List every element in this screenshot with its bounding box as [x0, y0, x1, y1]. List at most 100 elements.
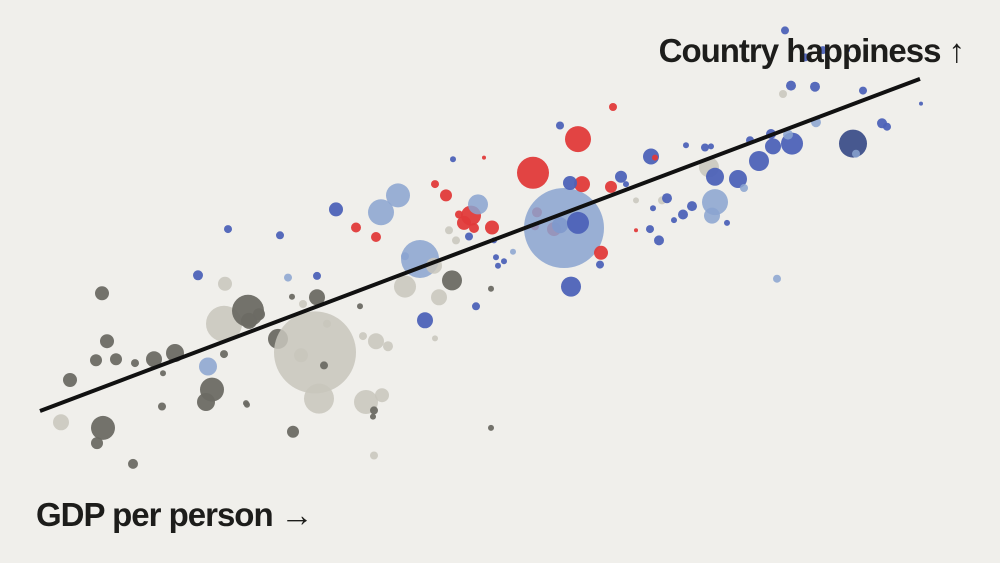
data-point [724, 219, 730, 226]
data-point [783, 129, 793, 140]
data-point [485, 220, 499, 235]
data-point [431, 289, 447, 306]
data-point [517, 156, 549, 189]
data-point [368, 333, 384, 350]
data-point [160, 370, 166, 377]
data-point [919, 101, 923, 106]
data-point [729, 170, 747, 188]
data-point [128, 458, 138, 469]
data-point [284, 273, 292, 282]
data-point [432, 335, 438, 342]
data-point [567, 211, 589, 234]
x-axis-label-text: GDP per person [36, 496, 274, 533]
data-point [623, 181, 629, 188]
points-layer [53, 26, 923, 469]
data-point [687, 201, 697, 212]
data-point [442, 270, 462, 291]
data-point [671, 217, 677, 224]
data-point [53, 414, 69, 431]
data-point [90, 354, 102, 367]
data-point [452, 236, 460, 245]
data-point [244, 401, 250, 408]
data-point [91, 437, 103, 450]
data-point [224, 225, 232, 234]
data-point [357, 303, 363, 310]
data-point [431, 180, 439, 189]
data-point [309, 289, 325, 306]
data-point [594, 245, 608, 260]
data-point [510, 248, 516, 255]
data-point [859, 86, 867, 95]
data-point [274, 311, 356, 394]
data-point [765, 138, 781, 155]
data-point [465, 232, 473, 241]
data-point [287, 425, 299, 438]
data-point [323, 319, 331, 328]
data-point [63, 373, 77, 387]
arrow-up-icon: ↑ [948, 32, 965, 69]
data-point [749, 151, 769, 171]
data-point [368, 199, 394, 226]
data-point [241, 312, 257, 329]
data-point [678, 209, 688, 220]
data-point [574, 176, 590, 193]
data-point [375, 388, 389, 403]
data-point [359, 332, 367, 341]
data-point [351, 222, 361, 233]
x-axis-label: GDP per person → [36, 496, 314, 534]
data-point [370, 413, 376, 420]
data-point [654, 235, 664, 246]
data-point [472, 302, 480, 311]
data-point [299, 300, 307, 308]
data-point [304, 383, 334, 414]
data-point [683, 142, 689, 149]
data-point [493, 254, 499, 261]
data-point [883, 122, 891, 131]
data-point [218, 276, 232, 291]
data-point [501, 258, 507, 265]
data-point [91, 415, 115, 440]
data-point [146, 351, 162, 368]
data-point [605, 180, 617, 193]
data-point [740, 184, 748, 192]
data-point [706, 167, 724, 186]
data-point [852, 149, 860, 158]
data-point [634, 228, 638, 233]
data-point [565, 126, 591, 153]
data-point [220, 350, 228, 359]
data-point [650, 205, 656, 212]
data-point [596, 260, 604, 269]
data-point [495, 262, 501, 269]
data-point [488, 424, 494, 431]
data-point [131, 359, 139, 368]
trend-line [39, 76, 921, 413]
data-point [819, 46, 827, 55]
data-point [469, 223, 479, 233]
data-point [556, 121, 564, 130]
data-point [370, 451, 378, 460]
data-point [329, 202, 343, 217]
data-point [417, 312, 433, 329]
data-point [320, 361, 328, 370]
data-point [662, 193, 672, 204]
data-point [846, 48, 850, 53]
data-point [779, 90, 787, 98]
data-point [786, 80, 796, 91]
data-point [455, 210, 463, 219]
y-axis-label: Country happiness ↑ [658, 32, 965, 70]
data-point [386, 183, 410, 208]
data-point [100, 334, 114, 349]
data-point [704, 207, 720, 224]
data-point [524, 188, 604, 268]
data-point [158, 402, 166, 411]
data-point [197, 393, 215, 411]
y-axis-label-text: Country happiness [658, 32, 942, 69]
data-point [440, 189, 452, 202]
arrow-right-icon: → [280, 496, 314, 533]
data-point [383, 341, 393, 352]
data-point [488, 285, 494, 292]
data-point [276, 231, 284, 240]
data-point [313, 271, 321, 280]
